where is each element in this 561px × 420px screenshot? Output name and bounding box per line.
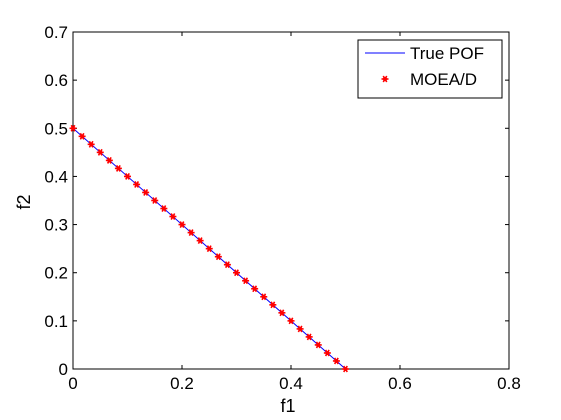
- marker-center: [316, 342, 321, 347]
- data-point: [296, 325, 304, 333]
- data-point: [205, 245, 213, 253]
- x-axis-ticks: 0 0.2 0.4 0.6 0.8: [68, 32, 521, 393]
- x-tick-label: 0.2: [170, 374, 194, 393]
- legend-true-pof-label: True POF: [410, 44, 484, 63]
- marker-center: [170, 214, 175, 219]
- data-point: [233, 269, 240, 277]
- data-point: [332, 357, 340, 365]
- data-point: [87, 140, 95, 148]
- marker-center: [307, 334, 312, 339]
- x-tick-label: 0.6: [388, 374, 412, 393]
- data-point: [260, 293, 268, 301]
- y-tick-label: 0.7: [44, 23, 68, 42]
- data-point: [323, 349, 331, 357]
- marker-center: [207, 246, 212, 251]
- marker-center: [252, 286, 257, 291]
- data-point: [223, 261, 231, 269]
- data-point: [133, 181, 141, 188]
- data-point: [242, 277, 250, 285]
- data-point: [151, 197, 159, 204]
- marker-center: [143, 190, 148, 195]
- marker-center: [180, 222, 184, 227]
- marker-center: [189, 230, 194, 235]
- series-markers-moead: [69, 124, 349, 373]
- legend-marker-symbol: [381, 75, 389, 83]
- marker-center: [383, 77, 387, 81]
- y-axis-ticks: 0 0.1 0.2 0.3 0.4 0.5 0.6 0.7: [44, 23, 509, 379]
- x-tick-label: 0: [68, 374, 77, 393]
- marker-center: [71, 126, 75, 131]
- data-point: [214, 253, 222, 261]
- marker-center: [161, 206, 166, 211]
- marker-center: [125, 174, 130, 179]
- marker-center: [243, 278, 248, 283]
- data-point: [160, 205, 168, 212]
- x-tick-label: 0.8: [497, 374, 521, 393]
- data-point: [169, 213, 177, 220]
- data-point: [287, 317, 295, 325]
- marker-center: [134, 182, 139, 187]
- data-point: [305, 333, 313, 341]
- marker-center: [343, 367, 348, 371]
- y-tick-label: 0.1: [44, 312, 68, 331]
- data-point: [269, 301, 277, 309]
- marker-center: [107, 158, 112, 163]
- marker-center: [152, 198, 157, 203]
- data-point: [187, 229, 195, 237]
- y-tick-label: 0.6: [44, 71, 68, 90]
- y-tick-label: 0.5: [44, 119, 68, 138]
- y-axis-label: f2: [14, 194, 34, 209]
- marker-center: [325, 350, 330, 355]
- data-point: [114, 164, 122, 172]
- legend-box: [357, 39, 503, 99]
- marker-center: [98, 150, 103, 155]
- y-tick-label: 0: [59, 360, 68, 379]
- data-point: [342, 365, 349, 373]
- data-point: [196, 237, 204, 245]
- marker-center: [234, 270, 239, 275]
- y-tick-label: 0.3: [44, 216, 68, 235]
- marker-center: [279, 310, 284, 315]
- series-layer: [69, 124, 349, 373]
- marker-center: [334, 358, 339, 363]
- marker-center: [225, 262, 230, 267]
- data-point: [314, 341, 322, 349]
- y-tick-label: 0.4: [44, 167, 68, 186]
- marker-center: [80, 134, 85, 139]
- data-point: [178, 221, 186, 229]
- marker-center: [198, 238, 203, 243]
- marker-center: [89, 142, 94, 147]
- marker-center: [216, 254, 221, 259]
- data-point: [124, 172, 131, 180]
- x-tick-label: 0.4: [279, 374, 303, 393]
- legend-moead-marker: [381, 75, 389, 83]
- marker-center: [116, 166, 121, 171]
- x-axis-label: f1: [280, 396, 295, 416]
- data-point: [105, 156, 113, 164]
- data-point: [278, 309, 286, 317]
- marker-center: [298, 326, 303, 331]
- data-point: [78, 132, 86, 140]
- marker-center: [261, 294, 266, 299]
- data-point: [142, 189, 150, 196]
- marker-center: [289, 318, 293, 323]
- data-point: [96, 148, 104, 156]
- y-tick-label: 0.2: [44, 264, 68, 283]
- data-point: [69, 124, 77, 132]
- legend-moead-label: MOEA/D: [410, 70, 477, 89]
- data-point: [251, 285, 259, 293]
- marker-center: [270, 302, 275, 307]
- legend: True POF MOEA/D: [357, 39, 503, 99]
